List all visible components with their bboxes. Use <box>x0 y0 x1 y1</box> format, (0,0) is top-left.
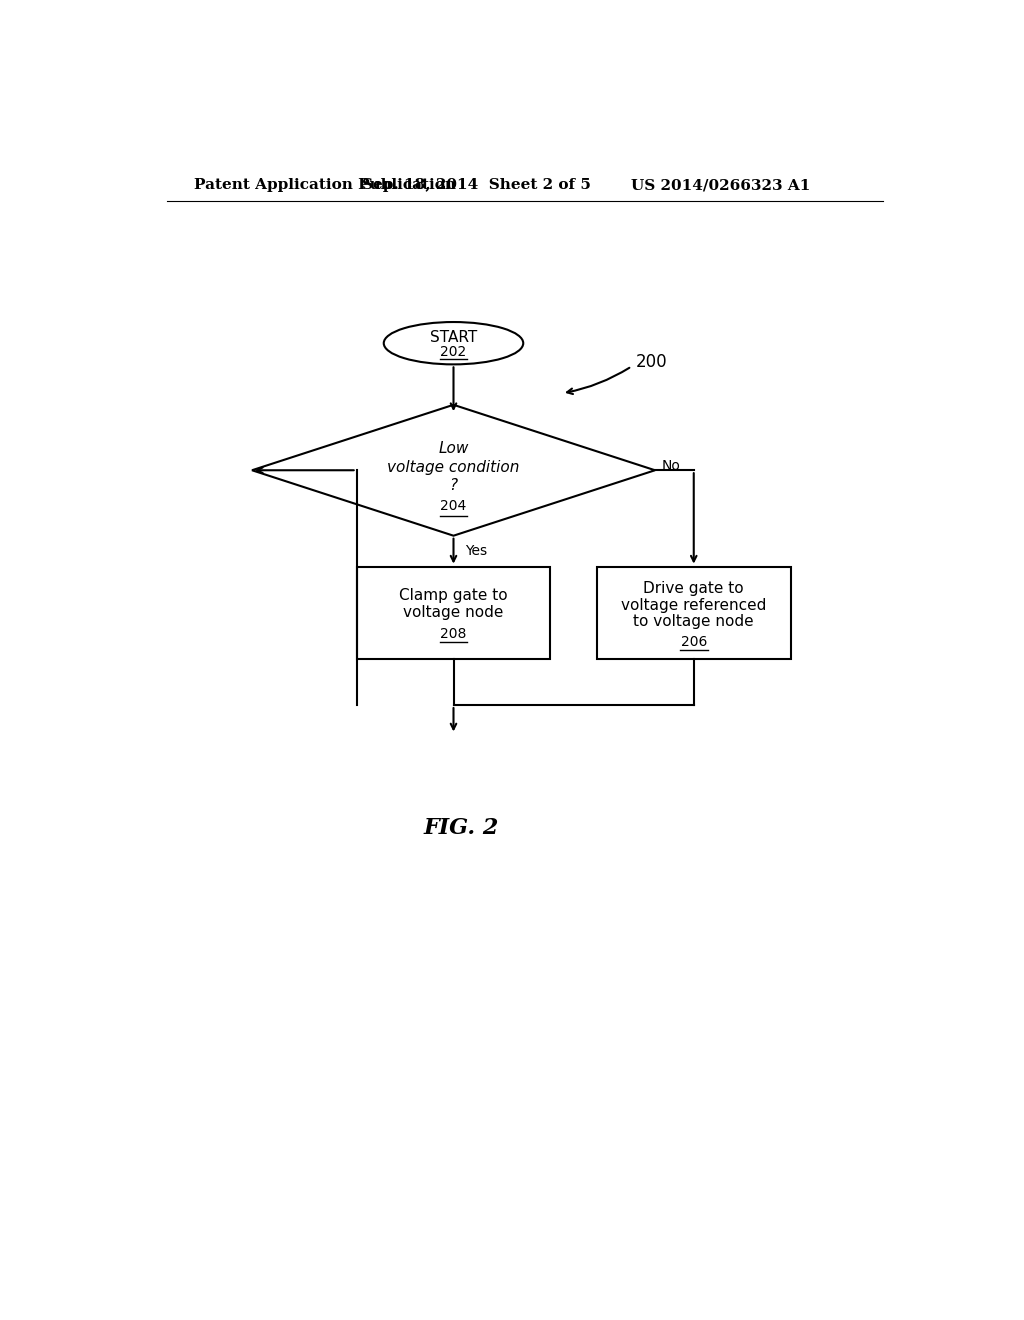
Text: voltage condition: voltage condition <box>387 461 520 475</box>
Ellipse shape <box>384 322 523 364</box>
Polygon shape <box>252 405 655 536</box>
Text: Drive gate to: Drive gate to <box>643 581 744 595</box>
Text: 204: 204 <box>440 499 467 513</box>
Text: FIG. 2: FIG. 2 <box>424 817 499 840</box>
Text: 200: 200 <box>636 354 668 371</box>
Text: US 2014/0266323 A1: US 2014/0266323 A1 <box>631 178 810 193</box>
Text: 202: 202 <box>440 346 467 359</box>
Text: Sep. 18, 2014  Sheet 2 of 5: Sep. 18, 2014 Sheet 2 of 5 <box>362 178 591 193</box>
Text: Clamp gate to: Clamp gate to <box>399 589 508 603</box>
Text: ?: ? <box>450 478 458 494</box>
Text: to voltage node: to voltage node <box>634 614 754 630</box>
Text: Low: Low <box>438 441 469 457</box>
FancyBboxPatch shape <box>597 566 791 659</box>
Text: voltage node: voltage node <box>403 605 504 620</box>
Text: Patent Application Publication: Patent Application Publication <box>194 178 456 193</box>
Text: 206: 206 <box>681 635 707 649</box>
Text: Yes: Yes <box>465 544 487 558</box>
Text: START: START <box>430 330 477 345</box>
Text: voltage referenced: voltage referenced <box>622 598 766 612</box>
Text: No: No <box>662 459 680 474</box>
Text: 208: 208 <box>440 627 467 642</box>
FancyBboxPatch shape <box>356 566 550 659</box>
